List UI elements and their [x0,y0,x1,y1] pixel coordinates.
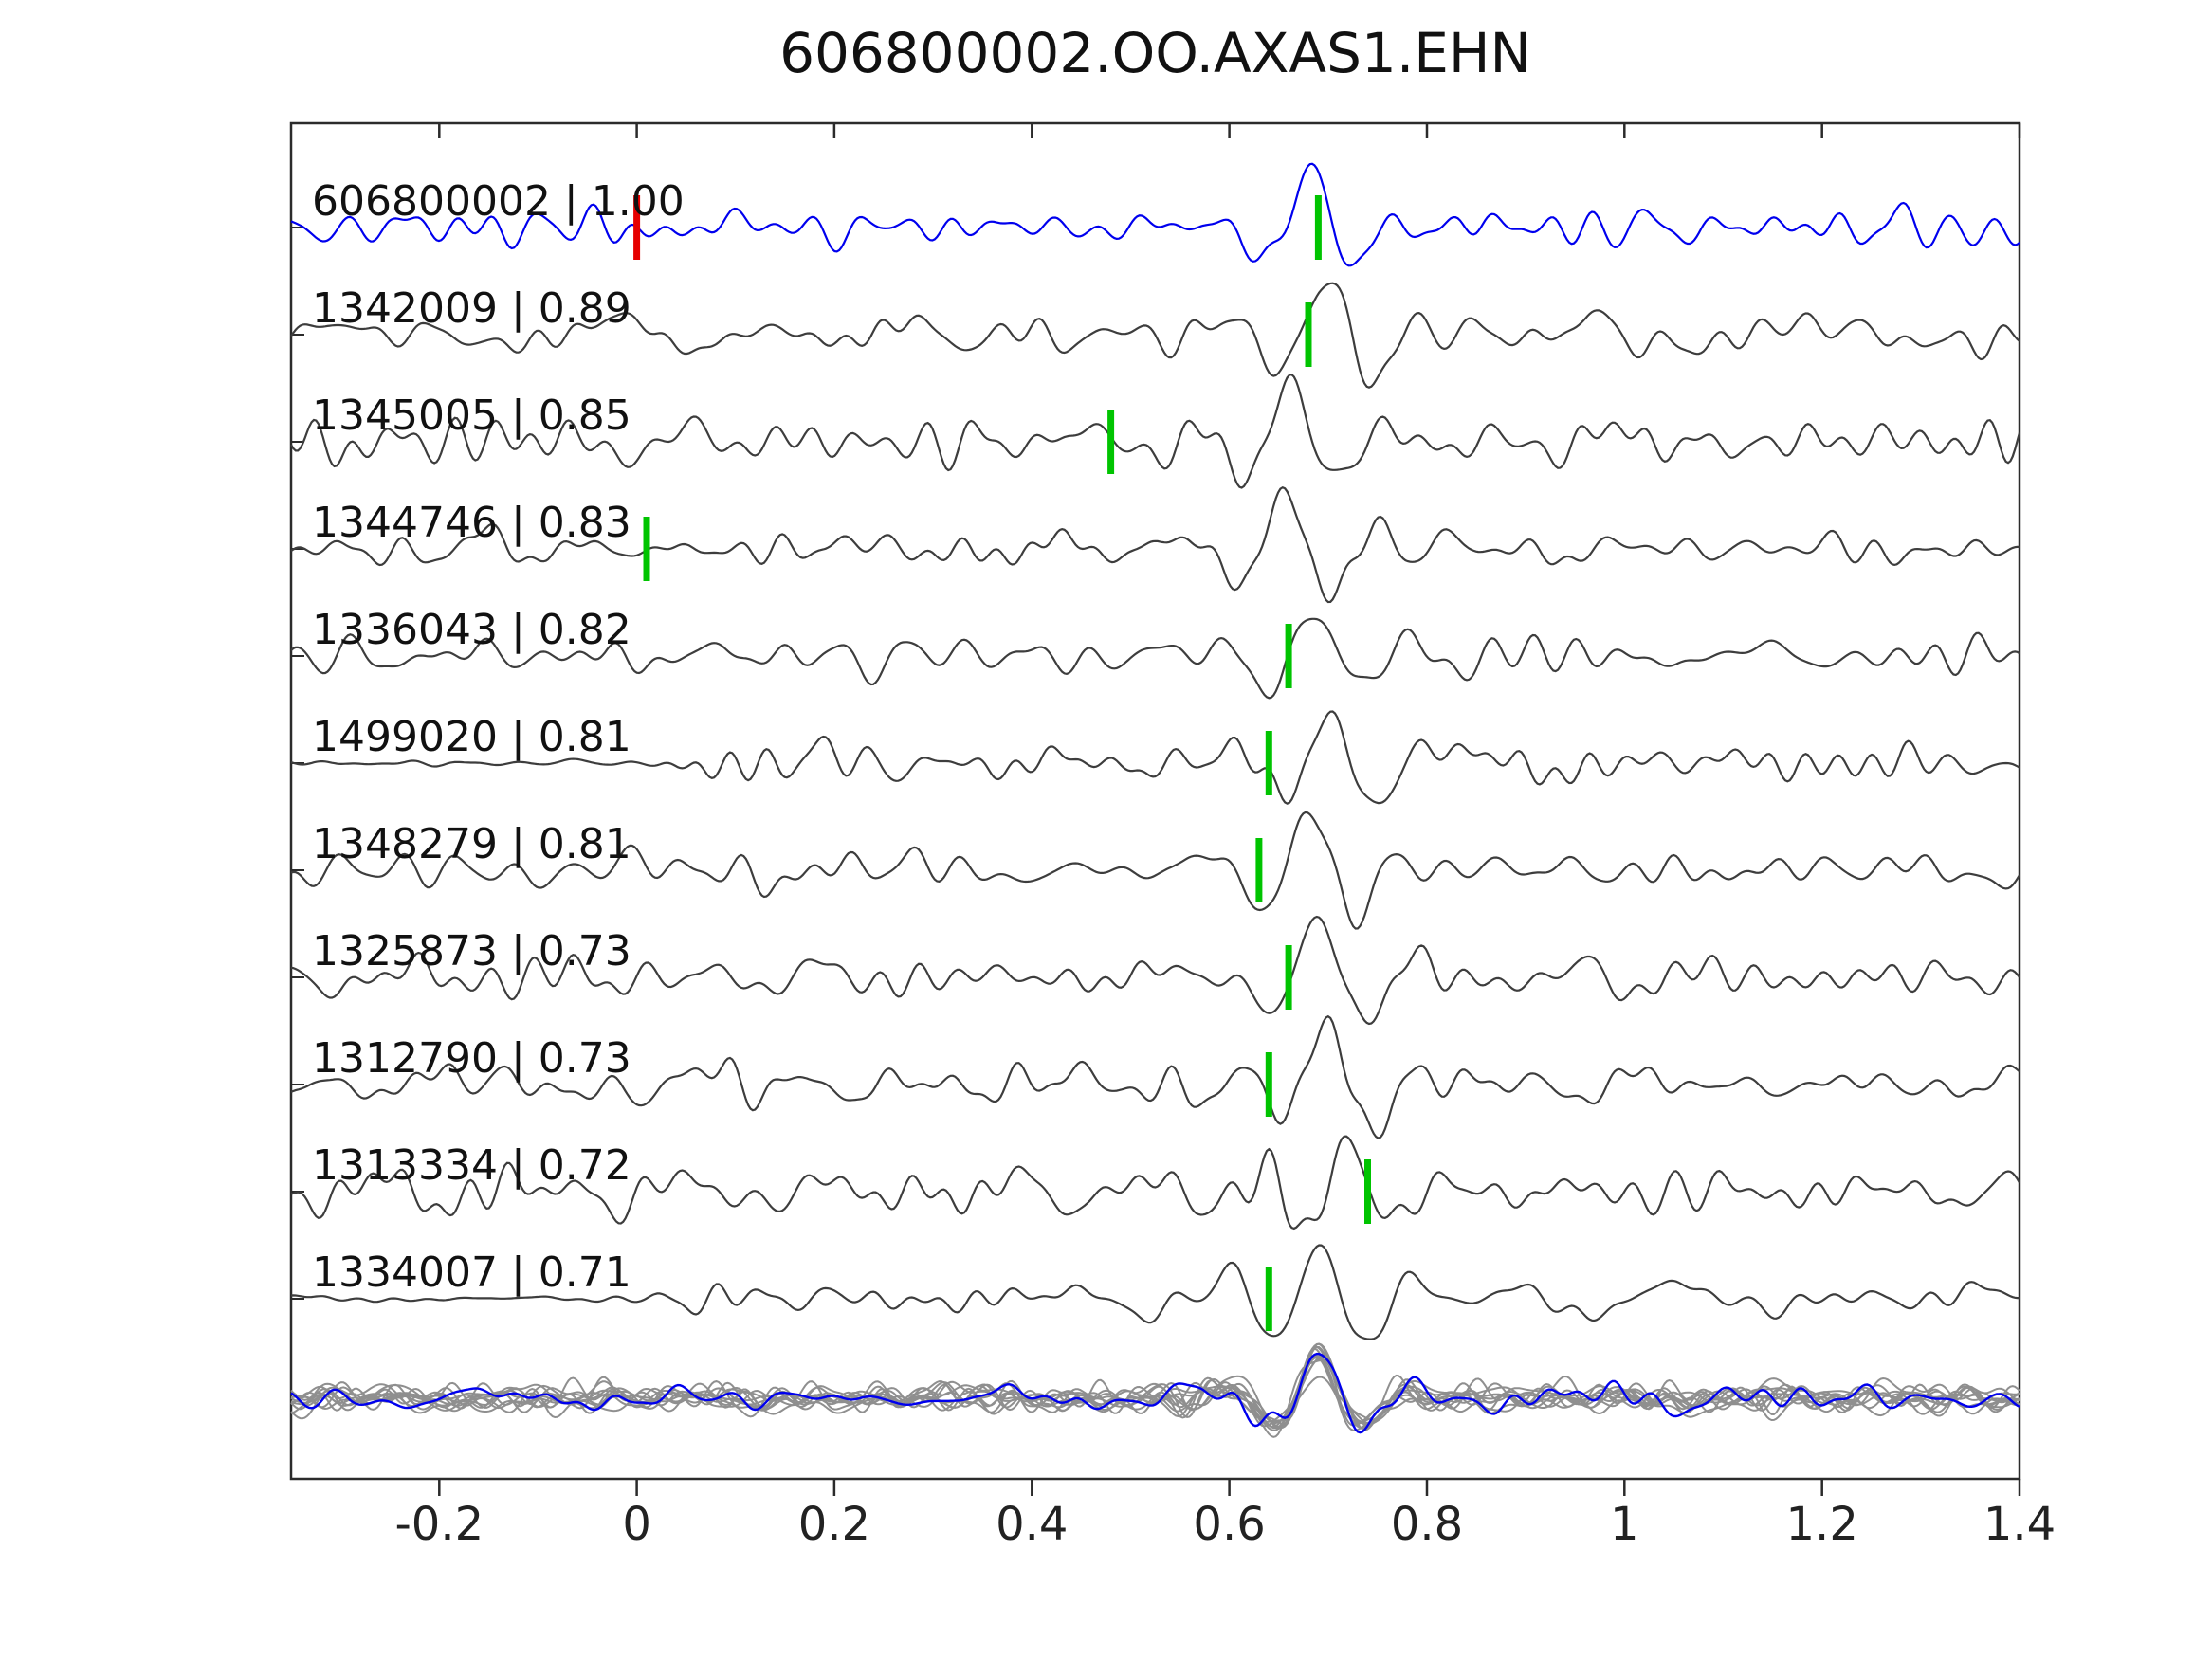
trace-label-1325873: 1325873 | 0.73 [312,927,631,975]
trace-label-1334007: 1334007 | 0.71 [312,1249,631,1297]
x-tick-label: 0.2 [797,1498,871,1551]
overlay-trace [290,1342,2020,1430]
overlay-template-trace [290,1352,2020,1434]
trace-label-1342009: 1342009 | 0.89 [312,284,631,333]
waveform-trace-1312790 [290,1014,2020,1139]
trace-label-1336043: 1336043 | 0.82 [312,606,631,654]
waveform-trace-1344746 [290,485,2020,604]
x-tick-label: 0 [622,1498,651,1551]
waveform-trace-1334007 [290,1244,2020,1340]
trace-label-1499020: 1499020 | 0.81 [312,713,631,761]
waveform-trace-1342009 [290,282,2020,389]
overlay-trace [290,1342,2020,1431]
waveform-trace-1313334 [290,1135,2020,1231]
axis-box [289,121,2021,1481]
trace-label-1313334: 1313334 | 0.72 [312,1141,631,1190]
x-tick-label: 0.4 [996,1498,1069,1551]
trace-label-1345005: 1345005 | 0.85 [312,392,631,440]
x-tick-label: 0.6 [1193,1498,1266,1551]
waveform-trace-1348279 [290,811,2020,930]
x-tick-label: 1.4 [1983,1498,2057,1551]
trace-label-606800002: 606800002 | 1.00 [312,177,685,226]
waveform-trace-1499020 [290,710,2020,805]
waveform-trace-606800002 [290,162,2020,267]
x-tick-label: -0.2 [394,1498,484,1551]
waveform-trace-1325873 [290,915,2020,1026]
trace-label-1312790: 1312790 | 0.73 [312,1034,631,1083]
waveform-trace-1345005 [290,374,2021,489]
x-tick-label: 1.2 [1785,1498,1858,1551]
x-tick-label: 1 [1610,1498,1639,1551]
x-tick-label: 0.8 [1390,1498,1464,1551]
chart-title: 606800002.OO.AXAS1.EHN [779,21,1531,85]
trace-label-1348279: 1348279 | 0.81 [312,820,631,868]
trace-label-1344746: 1344746 | 0.83 [312,499,631,547]
waveform-trace-1336043 [290,617,2020,700]
